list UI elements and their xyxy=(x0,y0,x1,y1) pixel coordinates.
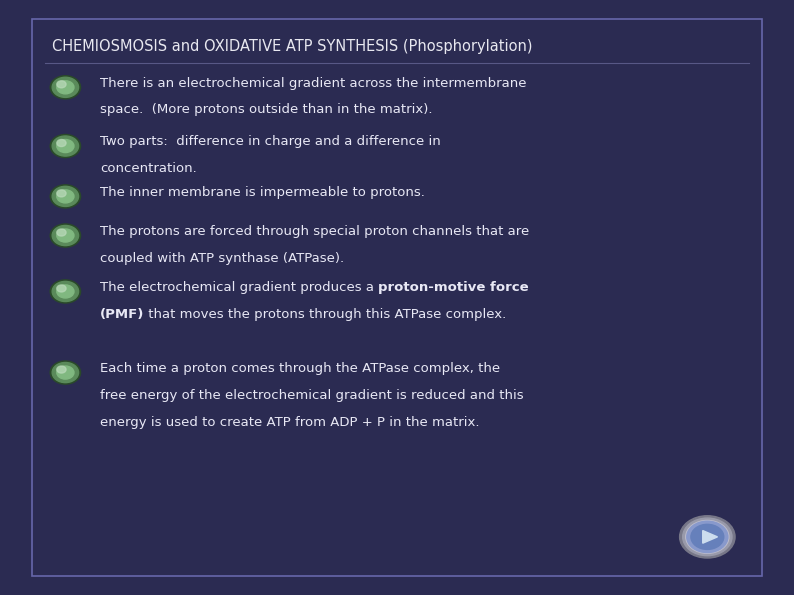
Circle shape xyxy=(57,366,66,373)
Text: There is an electrochemical gradient across the intermembrane: There is an electrochemical gradient acr… xyxy=(100,77,526,90)
Circle shape xyxy=(52,77,79,98)
Circle shape xyxy=(50,76,80,99)
Circle shape xyxy=(680,516,735,558)
Circle shape xyxy=(57,190,74,203)
Circle shape xyxy=(52,281,79,302)
Circle shape xyxy=(50,361,80,384)
Circle shape xyxy=(52,362,79,383)
Text: Two parts:  difference in charge and a difference in: Two parts: difference in charge and a di… xyxy=(100,135,441,148)
Text: concentration.: concentration. xyxy=(100,162,197,175)
Text: coupled with ATP synthase (ATPase).: coupled with ATP synthase (ATPase). xyxy=(100,252,344,265)
Polygon shape xyxy=(703,531,718,543)
Circle shape xyxy=(50,134,80,158)
Circle shape xyxy=(57,229,66,236)
Circle shape xyxy=(57,81,74,94)
Circle shape xyxy=(50,224,80,247)
Text: energy is used to create ATP from ADP + P in the matrix.: energy is used to create ATP from ADP + … xyxy=(100,415,480,428)
Circle shape xyxy=(50,280,80,303)
Circle shape xyxy=(57,139,66,146)
Circle shape xyxy=(52,136,79,156)
Circle shape xyxy=(57,139,74,152)
Text: The electrochemical gradient produces a: The electrochemical gradient produces a xyxy=(100,281,378,294)
Circle shape xyxy=(57,229,74,242)
Circle shape xyxy=(52,226,79,246)
Text: (PMF): (PMF) xyxy=(100,308,145,321)
Circle shape xyxy=(57,81,66,88)
Text: space.  (More protons outside than in the matrix).: space. (More protons outside than in the… xyxy=(100,104,433,117)
Text: The inner membrane is impermeable to protons.: The inner membrane is impermeable to pro… xyxy=(100,186,425,199)
Text: free energy of the electrochemical gradient is reduced and this: free energy of the electrochemical gradi… xyxy=(100,389,523,402)
Text: CHEMIOSMOSIS and OXIDATIVE ATP SYNTHESIS (Phosphorylation): CHEMIOSMOSIS and OXIDATIVE ATP SYNTHESIS… xyxy=(52,39,533,54)
Circle shape xyxy=(691,524,724,549)
Circle shape xyxy=(686,521,729,553)
Circle shape xyxy=(57,190,66,197)
Circle shape xyxy=(52,186,79,206)
Circle shape xyxy=(683,518,732,556)
Text: Each time a proton comes through the ATPase complex, the: Each time a proton comes through the ATP… xyxy=(100,362,500,375)
Circle shape xyxy=(57,366,74,379)
Circle shape xyxy=(57,285,74,298)
Circle shape xyxy=(687,521,728,553)
Circle shape xyxy=(50,185,80,208)
Circle shape xyxy=(57,285,66,292)
Text: that moves the protons through this ATPase complex.: that moves the protons through this ATPa… xyxy=(145,308,507,321)
Text: The protons are forced through special proton channels that are: The protons are forced through special p… xyxy=(100,225,529,238)
Text: proton-motive force: proton-motive force xyxy=(378,281,529,294)
